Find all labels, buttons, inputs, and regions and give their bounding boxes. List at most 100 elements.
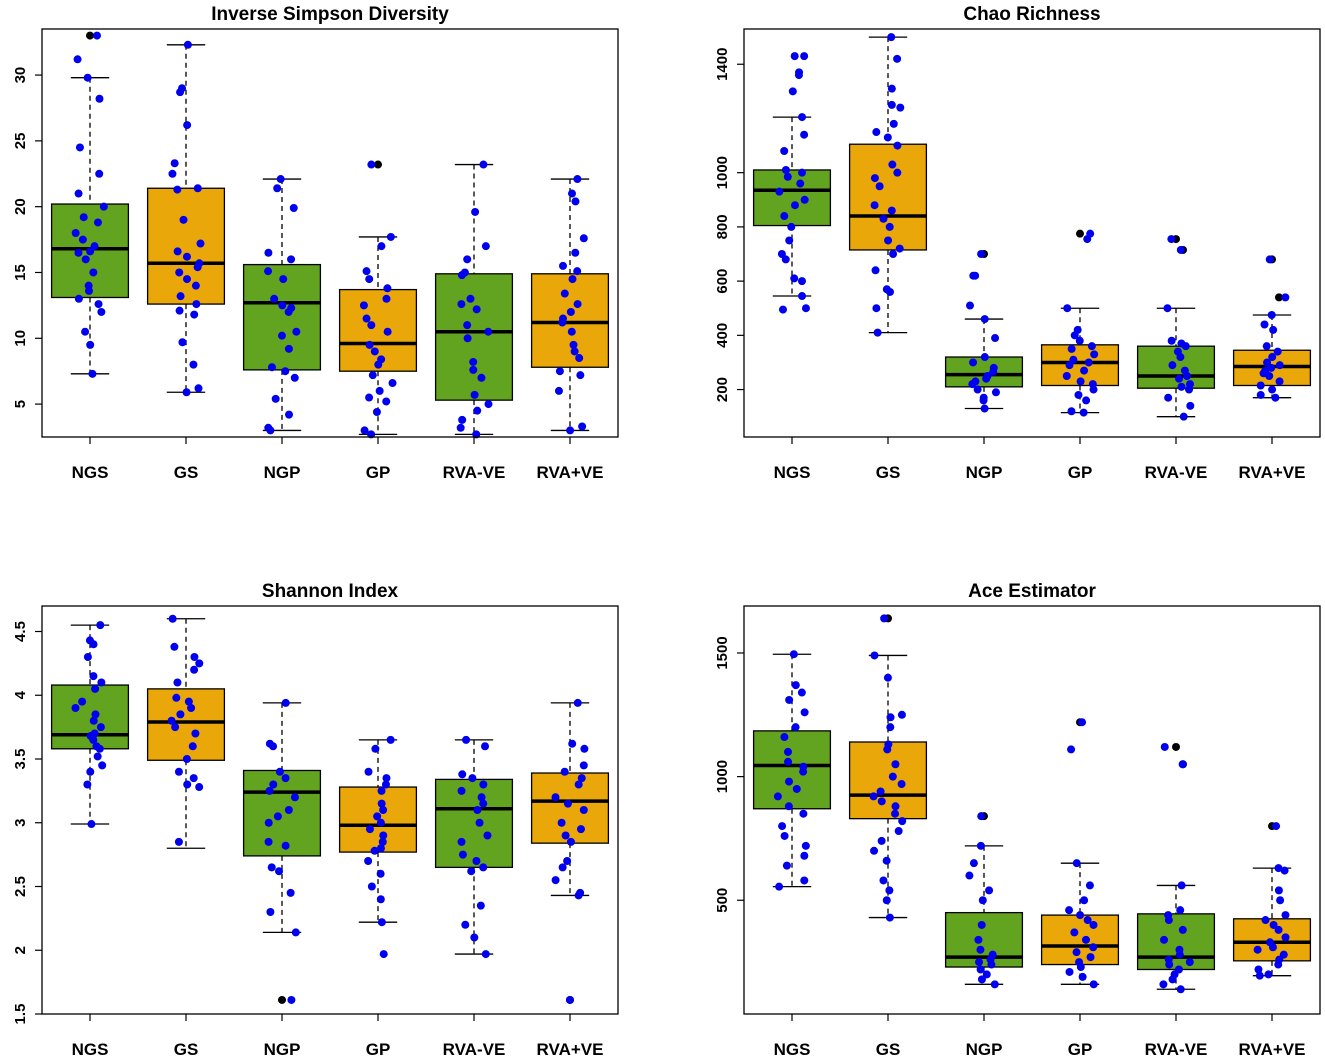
data-point bbox=[1256, 390, 1265, 399]
data-point bbox=[378, 837, 387, 846]
data-point bbox=[1164, 393, 1173, 402]
data-point bbox=[196, 239, 205, 248]
data-point bbox=[1081, 935, 1090, 944]
data-point bbox=[557, 818, 566, 827]
box-gp bbox=[338, 160, 418, 439]
data-point bbox=[174, 837, 183, 846]
data-point bbox=[555, 367, 564, 376]
data-point bbox=[576, 825, 585, 834]
data-point bbox=[81, 327, 90, 336]
data-point bbox=[869, 792, 878, 801]
data-point bbox=[571, 248, 580, 257]
data-point bbox=[798, 292, 807, 301]
data-point bbox=[462, 735, 471, 744]
data-point bbox=[458, 770, 467, 779]
data-point bbox=[479, 780, 488, 789]
data-point bbox=[783, 747, 792, 756]
data-point bbox=[801, 304, 810, 313]
data-point bbox=[1179, 412, 1188, 421]
box-ngp bbox=[242, 175, 322, 435]
data-point bbox=[1067, 344, 1076, 353]
box-iqr bbox=[1136, 913, 1216, 971]
data-point bbox=[1083, 235, 1092, 244]
data-point bbox=[1089, 980, 1098, 989]
data-point bbox=[93, 752, 102, 761]
outlier-point bbox=[1076, 229, 1084, 238]
box-rva-ve bbox=[1136, 742, 1216, 994]
data-point bbox=[885, 222, 894, 231]
data-point bbox=[1280, 866, 1289, 875]
y-tick-label: 20 bbox=[12, 198, 29, 215]
data-point bbox=[97, 678, 106, 687]
data-point bbox=[773, 792, 782, 801]
data-point bbox=[578, 422, 587, 431]
data-point bbox=[273, 184, 282, 193]
data-point bbox=[977, 975, 986, 984]
data-point bbox=[568, 189, 577, 198]
y-tick-label: 15 bbox=[12, 264, 29, 281]
data-point bbox=[1083, 916, 1092, 925]
data-point bbox=[801, 841, 810, 850]
data-point bbox=[893, 168, 902, 177]
data-point bbox=[95, 744, 104, 753]
data-point bbox=[565, 995, 574, 1004]
data-point bbox=[1175, 374, 1184, 383]
data-point bbox=[365, 340, 374, 349]
data-point bbox=[1268, 385, 1277, 394]
data-point bbox=[264, 818, 273, 827]
data-point bbox=[382, 774, 391, 783]
box-gs bbox=[146, 614, 226, 849]
data-point bbox=[1269, 325, 1278, 334]
data-point bbox=[785, 695, 794, 704]
data-point bbox=[267, 363, 276, 372]
data-point bbox=[885, 287, 894, 296]
data-point bbox=[882, 856, 891, 865]
data-point bbox=[86, 340, 95, 349]
data-point bbox=[463, 321, 472, 330]
x-tick-label: NGP bbox=[264, 463, 301, 482]
data-point bbox=[192, 300, 201, 309]
data-point bbox=[893, 141, 902, 150]
data-point bbox=[365, 393, 374, 402]
data-point bbox=[484, 400, 493, 409]
data-point bbox=[567, 327, 576, 336]
data-point bbox=[778, 305, 787, 314]
data-point bbox=[893, 54, 902, 63]
data-point bbox=[95, 94, 104, 103]
data-point bbox=[1176, 353, 1185, 362]
data-point bbox=[877, 797, 886, 806]
data-point bbox=[1264, 970, 1273, 979]
data-point bbox=[386, 232, 395, 241]
outlier-point bbox=[86, 31, 94, 40]
outlier-point bbox=[278, 995, 286, 1004]
data-point bbox=[173, 185, 182, 194]
data-point bbox=[882, 896, 891, 905]
data-point bbox=[778, 822, 787, 831]
data-point bbox=[570, 347, 579, 356]
data-point bbox=[1256, 381, 1265, 390]
box-ngp bbox=[944, 812, 1024, 989]
data-point bbox=[1065, 967, 1074, 976]
box-ngs bbox=[752, 52, 832, 314]
data-point bbox=[74, 248, 83, 257]
data-point bbox=[91, 684, 100, 693]
data-point bbox=[83, 653, 92, 661]
box-iqr bbox=[146, 187, 226, 305]
data-point bbox=[86, 247, 95, 256]
data-point bbox=[264, 248, 273, 257]
data-point bbox=[74, 294, 83, 303]
data-point bbox=[71, 704, 80, 712]
data-point bbox=[90, 242, 99, 251]
data-point bbox=[884, 236, 893, 245]
data-point bbox=[284, 307, 293, 316]
data-point bbox=[789, 650, 798, 659]
data-point bbox=[574, 891, 583, 900]
box-iqr bbox=[752, 730, 832, 810]
data-point bbox=[379, 831, 388, 840]
data-point bbox=[1265, 372, 1274, 381]
data-point bbox=[883, 673, 892, 682]
data-point bbox=[472, 305, 481, 314]
data-point bbox=[576, 371, 585, 380]
data-point bbox=[965, 871, 974, 880]
data-point bbox=[191, 281, 200, 290]
